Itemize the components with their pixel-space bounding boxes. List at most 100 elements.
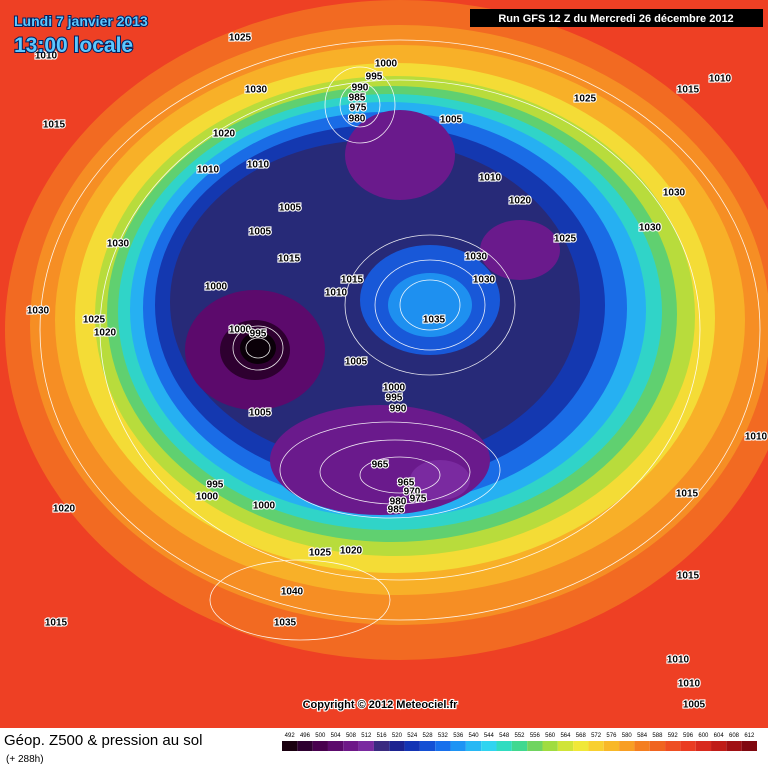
isobar-label: 1030 — [465, 252, 488, 263]
scale-label: 508 — [346, 733, 357, 739]
copyright: Copyright © 2012 Meteociel.fr — [303, 699, 459, 711]
scale-label: 532 — [438, 733, 449, 739]
isobar-label: 1015 — [677, 571, 700, 582]
run: Run GFS 12 Z du Mercredi 26 décembre 201… — [498, 13, 733, 25]
scale-swatch — [465, 741, 482, 751]
run-box — [470, 9, 763, 27]
isobar-label: 1005 — [279, 203, 302, 214]
scale-swatch — [573, 741, 589, 751]
scale-swatch — [481, 741, 497, 751]
isobar-label: 995 — [366, 72, 383, 83]
isobar-label: 985 — [388, 505, 405, 516]
scale-label: 492 — [285, 733, 296, 739]
scale-label: 576 — [606, 733, 617, 739]
isobar-label: 1020 — [340, 546, 363, 557]
isobar-label: 1020 — [509, 196, 532, 207]
isobar-label: 980 — [390, 497, 407, 508]
scale-swatch — [373, 741, 390, 751]
scale-swatch — [711, 741, 727, 751]
scale-swatch — [404, 741, 420, 751]
isobar-label: 1025 — [83, 315, 106, 326]
isobar-label: 1005 — [249, 227, 272, 238]
color-scale: 492 496 500 504 508 512 516 520 524 528 532 536 540 5… — [282, 733, 757, 751]
scale-swatch — [557, 741, 574, 751]
isobar-label: 1000 — [196, 492, 219, 503]
isobar-label: 1020 — [94, 328, 117, 339]
scale-label: 548 — [499, 733, 510, 739]
isobar-label: 1015 — [45, 618, 68, 629]
scale-label: 568 — [576, 733, 587, 739]
isobar-label: 1030 — [245, 85, 268, 96]
scale-label: 496 — [300, 733, 311, 739]
scale-label: 612 — [744, 733, 755, 739]
isobar-label: 975 — [350, 103, 367, 114]
isobar-label: 1010 — [325, 288, 348, 299]
isobar-label: 1010 — [479, 173, 502, 184]
scale-swatch — [619, 741, 635, 751]
isobar-label: 1010 — [247, 160, 270, 171]
scale-label: 504 — [331, 733, 342, 739]
isobar-label: 995 — [207, 480, 224, 491]
scale-label: 524 — [407, 733, 418, 739]
isobar-label: 1015 — [43, 120, 66, 131]
scale-label: 520 — [392, 733, 403, 739]
isobar-label: 975 — [410, 494, 427, 505]
isobar-label: 1010 — [678, 679, 701, 690]
isobar-label: 1035 — [423, 315, 446, 326]
scale-label: 500 — [315, 733, 326, 739]
scale-swatch — [634, 741, 650, 751]
isobar-label: 995 — [386, 393, 403, 404]
scale-label: 552 — [514, 733, 525, 739]
scale-swatch — [343, 741, 359, 751]
isobar-label: 985 — [349, 93, 366, 104]
scale-swatch — [527, 741, 543, 751]
isobar-label: 1030 — [663, 188, 686, 199]
isobar-label: 1040 — [281, 587, 304, 598]
isobar-label: 1025 — [574, 94, 597, 105]
isobar-label: 1000 — [205, 282, 228, 293]
scale-label: 564 — [560, 733, 571, 739]
scale-swatch — [603, 741, 620, 751]
scale-label: 584 — [637, 733, 648, 739]
isobar-label: 965 — [372, 460, 389, 471]
scale-swatch — [542, 741, 558, 751]
isobar-label: 1025 — [229, 33, 252, 44]
isobar-label: 1030 — [107, 239, 130, 250]
geopotential-field — [5, 0, 768, 660]
time: 13:00 locale — [14, 34, 133, 57]
scale-label: 592 — [668, 733, 679, 739]
scale-swatch — [695, 741, 712, 751]
scale-label: 596 — [683, 733, 694, 739]
scale-swatch — [496, 741, 512, 751]
scale-label: 588 — [652, 733, 663, 739]
date: Lundi 7 janvier 2013 — [14, 13, 148, 29]
scale-swatch — [665, 741, 681, 751]
isobar-label: 1030 — [473, 275, 496, 286]
isobar-label: 990 — [352, 83, 369, 94]
scale-swatch — [450, 741, 466, 751]
isobar-label: 1005 — [249, 408, 272, 419]
scale-label: 528 — [423, 733, 434, 739]
scale-label: 560 — [545, 733, 556, 739]
isobar-label: 1015 — [676, 489, 699, 500]
scale-swatch — [649, 741, 666, 751]
scale-swatch — [358, 741, 374, 751]
isobar-label: 1035 — [274, 618, 297, 629]
scale-label: 572 — [591, 733, 602, 739]
scale-swatch — [588, 741, 604, 751]
scale-label: 580 — [622, 733, 633, 739]
isobar-label: 1030 — [639, 223, 662, 234]
isobar-label: 970 — [404, 487, 421, 498]
isobar-label: 1000 — [375, 59, 398, 70]
isobar-label: 995 — [250, 329, 267, 340]
scale-swatch — [297, 741, 313, 751]
isobar-label: 965 — [398, 478, 415, 489]
isobar-label: 1000 — [229, 325, 252, 336]
isobars — [39, 39, 761, 641]
isobar-label: 1025 — [309, 548, 332, 559]
scale-label: 608 — [729, 733, 740, 739]
isobar-label: 1010 — [709, 74, 732, 85]
isobar-label: 1015 — [341, 275, 364, 286]
